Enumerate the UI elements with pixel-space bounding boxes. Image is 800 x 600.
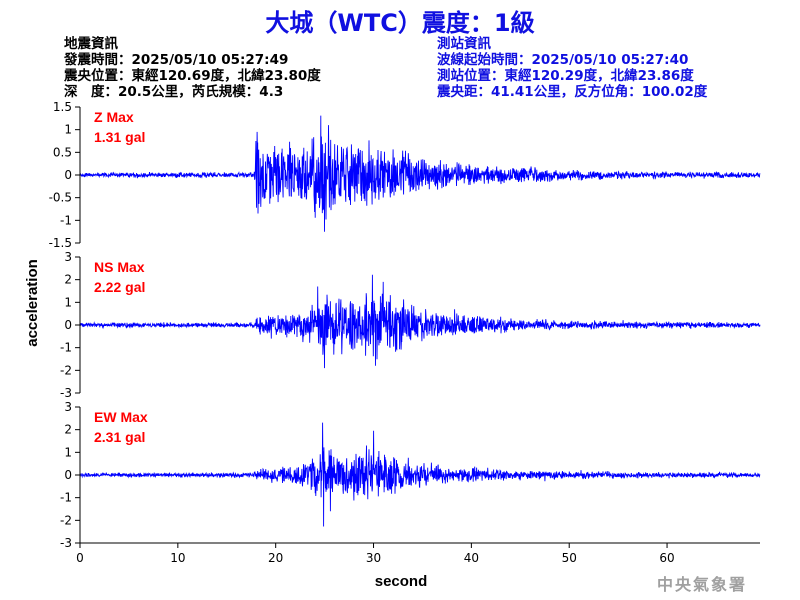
y-tick-label-ew: 0 bbox=[64, 468, 72, 482]
max-label-ns: NS Max bbox=[94, 259, 145, 275]
y-tick-label-ns: 2 bbox=[64, 273, 72, 287]
max-value-z: 1.31 gal bbox=[94, 129, 145, 145]
x-tick-label: 40 bbox=[464, 551, 479, 565]
x-tick-label: 60 bbox=[659, 551, 674, 565]
max-label-ew: EW Max bbox=[94, 409, 148, 425]
y-tick-label-ns: 1 bbox=[64, 295, 72, 309]
y-axis-label: acceleration bbox=[24, 259, 41, 347]
x-tick-label: 20 bbox=[268, 551, 283, 565]
y-tick-label-ew: -3 bbox=[60, 536, 72, 550]
y-tick-label-z: -1.5 bbox=[49, 236, 72, 250]
y-tick-label-ew: 3 bbox=[64, 400, 72, 414]
x-tick-label: 30 bbox=[366, 551, 381, 565]
x-tick-label: 0 bbox=[76, 551, 84, 565]
max-value-ew: 2.31 gal bbox=[94, 429, 145, 445]
y-tick-label-ew: -2 bbox=[60, 513, 72, 527]
trace-ns bbox=[79, 274, 761, 369]
x-tick-label: 50 bbox=[562, 551, 577, 565]
y-tick-label-ew: 1 bbox=[64, 445, 72, 459]
y-tick-label-ns: 0 bbox=[64, 318, 72, 332]
x-axis-label: second bbox=[375, 573, 428, 590]
wave-start-time: 波線起始時間：2025/05/10 05:27:40 bbox=[437, 52, 689, 68]
chart-title: 大城（WTC）震度：1級 bbox=[265, 9, 535, 37]
trace-z bbox=[79, 115, 761, 232]
agency-watermark: 中央氣象署 bbox=[657, 575, 748, 594]
y-tick-label-z: 1.5 bbox=[53, 100, 72, 114]
max-value-ns: 2.22 gal bbox=[94, 279, 145, 295]
earthquake-info-heading: 地震資訊 bbox=[64, 36, 118, 52]
y-tick-label-ns: -2 bbox=[60, 363, 72, 377]
station-info-heading: 測站資訊 bbox=[437, 36, 491, 52]
max-label-z: Z Max bbox=[94, 109, 134, 125]
distance-azimuth: 震央距：41.41公里，反方位角：100.02度 bbox=[437, 84, 708, 100]
y-tick-label-ns: -3 bbox=[60, 386, 72, 400]
y-tick-label-z: -1 bbox=[60, 213, 72, 227]
origin-time: 發震時間：2025/05/10 05:27:49 bbox=[64, 52, 289, 68]
y-tick-label-z: -0.5 bbox=[49, 191, 72, 205]
depth-magnitude: 深 度：20.5公里，芮氏規模：4.3 bbox=[64, 84, 284, 100]
trace-ew bbox=[79, 422, 761, 527]
y-tick-label-ns: 3 bbox=[64, 250, 72, 264]
y-tick-label-z: 1 bbox=[64, 123, 72, 137]
station-info: 測站資訊 波線起始時間：2025/05/10 05:27:40 測站位置：東經1… bbox=[437, 36, 707, 100]
y-tick-label-z: 0.5 bbox=[53, 145, 72, 159]
epicenter-location: 震央位置：東經120.69度，北緯23.80度 bbox=[64, 68, 321, 84]
y-tick-label-z: 0 bbox=[64, 168, 72, 182]
y-tick-label-ew: 2 bbox=[64, 423, 72, 437]
earthquake-info: 地震資訊 發震時間：2025/05/10 05:27:49 震央位置：東經120… bbox=[64, 36, 321, 100]
station-location: 測站位置：東經120.29度，北緯23.86度 bbox=[437, 68, 694, 84]
y-tick-label-ew: -1 bbox=[60, 491, 72, 505]
x-tick-label: 10 bbox=[170, 551, 185, 565]
y-tick-label-ns: -1 bbox=[60, 341, 72, 355]
